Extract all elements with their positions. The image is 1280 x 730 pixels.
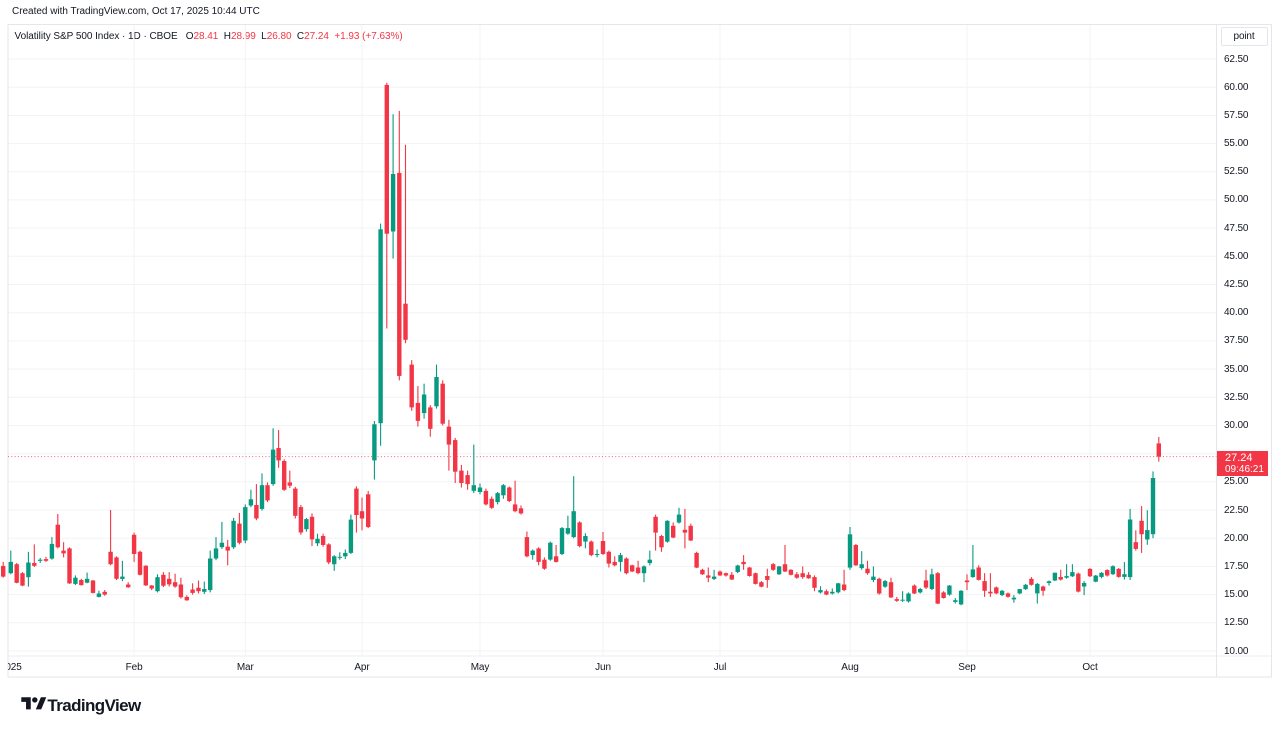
svg-text:TradingView: TradingView	[47, 696, 142, 715]
